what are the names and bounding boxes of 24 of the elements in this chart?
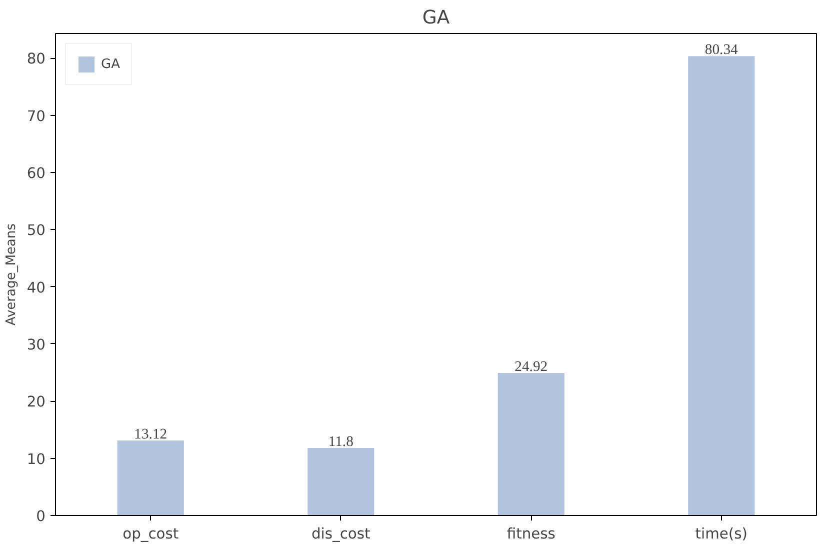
y-tick-label: 80 xyxy=(26,50,46,68)
bar xyxy=(688,56,755,516)
x-tick-label: dis_cost xyxy=(312,526,370,542)
y-tick-label: 20 xyxy=(26,394,46,411)
y-axis-title: Average_Means xyxy=(4,223,19,326)
y-tick-label: 10 xyxy=(26,450,46,468)
y-tick-label: 70 xyxy=(26,108,46,125)
y-tick-label: 0 xyxy=(36,508,46,525)
x-tick-label: fitness xyxy=(506,526,556,542)
y-tick-label: 40 xyxy=(26,279,46,296)
chart-title: GA xyxy=(422,8,450,28)
x-tick-label: time(s) xyxy=(695,526,748,542)
y-tick-label: 60 xyxy=(26,164,46,182)
data-label: 11.8 xyxy=(328,434,354,450)
bar xyxy=(498,373,564,516)
x-tick-label: op_cost xyxy=(122,526,179,542)
bar xyxy=(308,448,374,516)
y-tick-label: 50 xyxy=(26,222,46,240)
legend-label: GA xyxy=(101,56,121,72)
data-label: 13.12 xyxy=(134,426,168,442)
data-label: 24.92 xyxy=(514,359,548,376)
data-label: 80.34 xyxy=(704,42,739,58)
bar xyxy=(117,440,184,516)
y-tick-label: 30 xyxy=(26,336,46,354)
